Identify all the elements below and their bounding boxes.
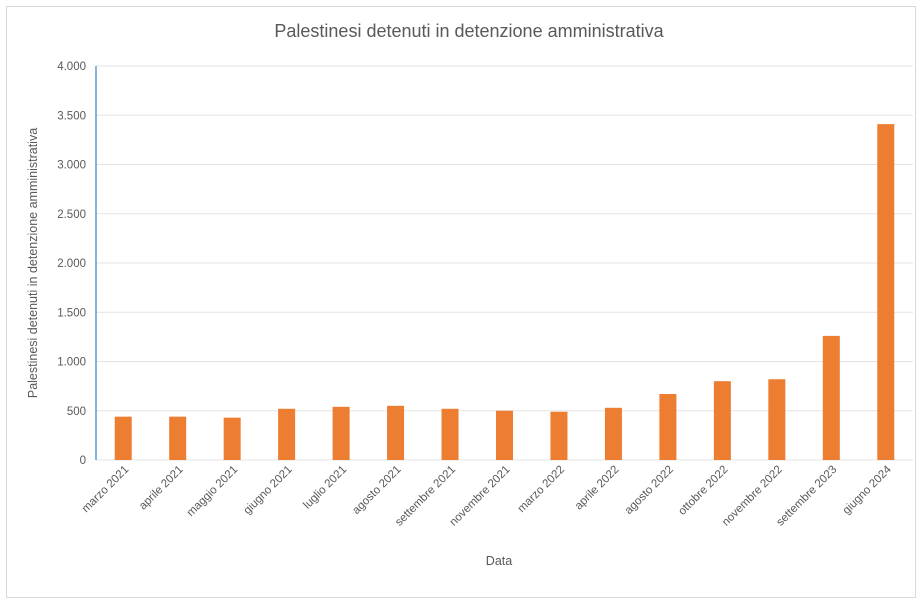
bar <box>877 124 895 461</box>
chart-title: Palestinesi detenuti in detenzione ammin… <box>274 21 664 41</box>
y-tick-label: 4.000 <box>57 61 86 73</box>
bar <box>659 394 677 460</box>
x-tick-label: agosto 2022 <box>623 464 676 517</box>
y-tick-label: 1.000 <box>57 357 86 369</box>
y-tick-label: 3.500 <box>57 110 86 122</box>
y-tick-label: 2.000 <box>57 258 86 270</box>
bar <box>550 411 568 460</box>
x-tick-label: giugno 2024 <box>841 463 895 517</box>
bar <box>223 417 241 460</box>
x-tick-label: ottobre 2022 <box>676 464 730 518</box>
bar <box>114 416 132 460</box>
bar <box>387 405 405 460</box>
y-tick-label: 3.000 <box>57 160 86 172</box>
bar <box>332 406 350 460</box>
bar <box>822 335 840 460</box>
x-tick-label: marzo 2021 <box>80 464 131 515</box>
y-tick-label: 2.500 <box>57 209 86 221</box>
bar <box>441 408 459 460</box>
x-tick-label: giugno 2021 <box>242 464 295 517</box>
bar <box>169 416 187 460</box>
x-tick-label: novembre 2021 <box>448 464 513 529</box>
bar <box>713 381 731 460</box>
y-axis-label: Palestinesi detenuti in detenzione ammin… <box>26 128 40 398</box>
x-tick-label: agosto 2021 <box>350 464 403 517</box>
x-tick-label: settembre 2023 <box>774 464 839 529</box>
bars <box>114 124 895 461</box>
y-tick-label: 0 <box>80 455 86 467</box>
x-tick-label: luglio 2021 <box>301 464 349 512</box>
y-tick-label: 500 <box>67 406 86 418</box>
x-tick-label: maggio 2021 <box>185 464 241 520</box>
bar-chart: Palestinesi detenuti in detenzione ammin… <box>26 21 913 568</box>
bar <box>768 379 786 460</box>
y-axis-ticks: 0 500 1.000 1.500 2.000 2.500 3.000 3.500 4.000 <box>57 61 86 467</box>
x-axis-label: Data <box>486 554 512 568</box>
x-tick-label: aprile 2022 <box>573 464 622 513</box>
y-tick-label: 1.500 <box>57 307 86 319</box>
bar <box>604 407 622 460</box>
x-tick-label: aprile 2021 <box>137 464 186 513</box>
bar <box>496 410 513 460</box>
chart-frame: Palestinesi detenuti in detenzione ammin… <box>6 6 916 598</box>
gridlines <box>96 65 913 461</box>
bar <box>278 408 296 460</box>
x-tick-label: marzo 2022 <box>516 464 567 515</box>
